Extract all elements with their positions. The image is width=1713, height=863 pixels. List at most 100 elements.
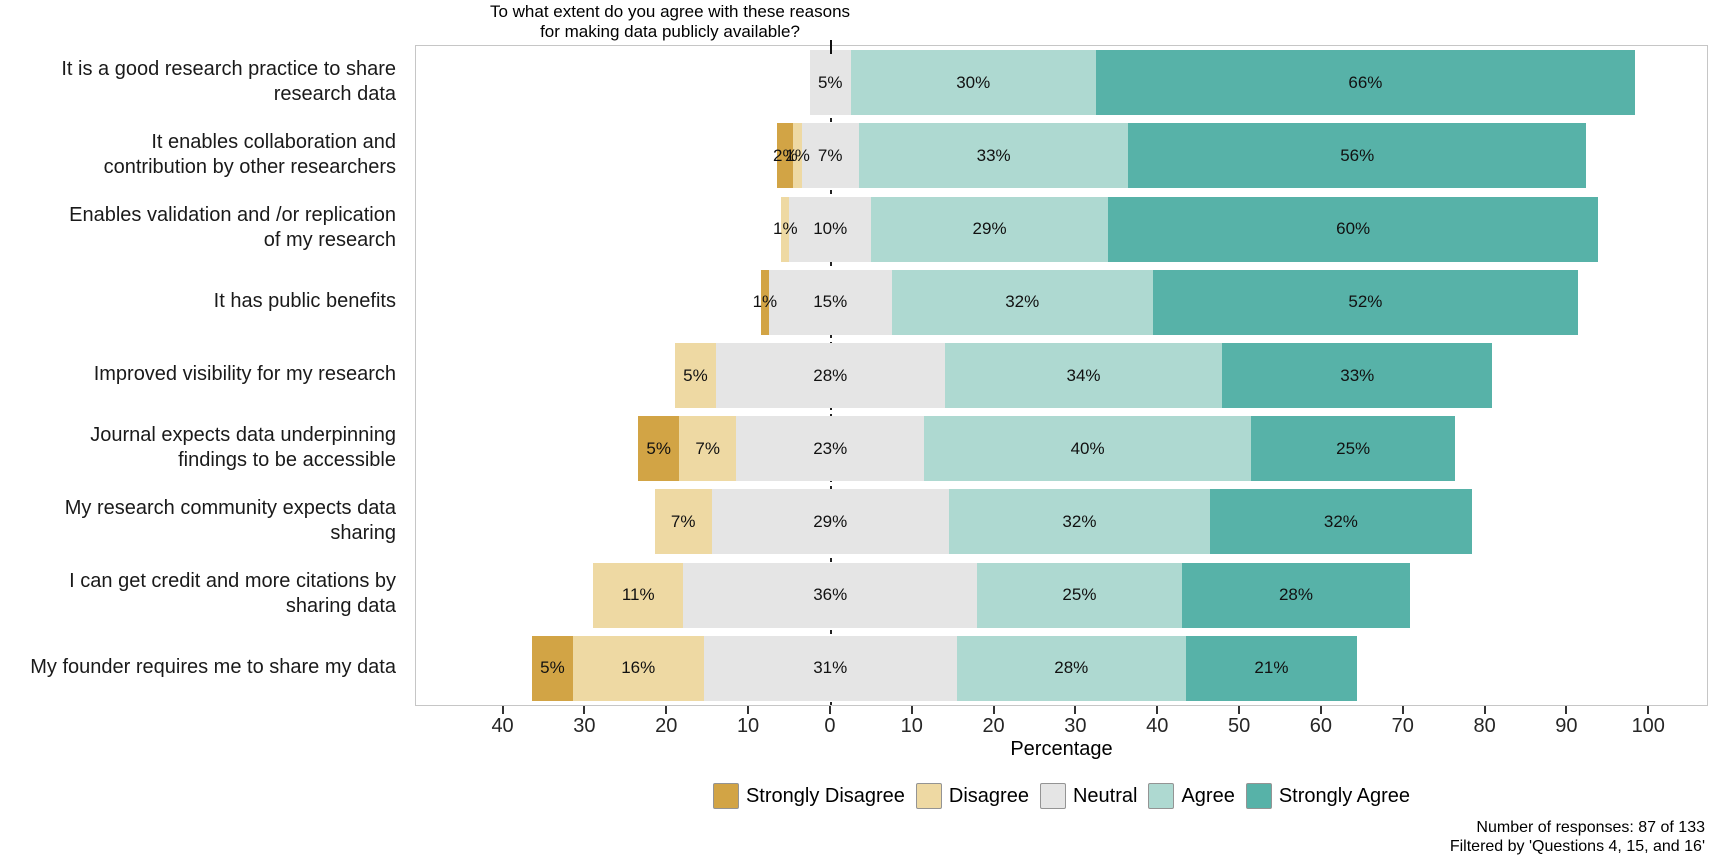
bar-row: 5% 28% 34% 33% bbox=[675, 343, 1493, 408]
bar-segment: 5% bbox=[675, 343, 716, 408]
x-axis-tick-label: 10 bbox=[736, 715, 760, 737]
category-label: I can get credit and more citations by sh… bbox=[0, 558, 405, 631]
bar-segment-label: 32% bbox=[1323, 511, 1358, 531]
x-axis-tick-label: 100 bbox=[1631, 715, 1665, 737]
bar-segment: 66% bbox=[1095, 50, 1636, 116]
bar-segment: 25% bbox=[1251, 416, 1456, 482]
bar-segment-label: 7% bbox=[817, 145, 843, 165]
bar-segment: 52% bbox=[1152, 269, 1578, 335]
bar-segment-label: 28% bbox=[1054, 658, 1089, 678]
bar-segment: 32% bbox=[948, 489, 1211, 555]
category-label-line: findings to be accessible bbox=[178, 448, 396, 471]
bar-segment: 60% bbox=[1108, 196, 1599, 262]
category-label-line: of my research bbox=[263, 229, 396, 252]
legend-label: Neutral bbox=[1072, 784, 1138, 807]
x-axis-tick bbox=[501, 706, 504, 714]
category-label: Journal expects data underpinning finding… bbox=[0, 411, 405, 484]
category-label: It is a good research practice to share r… bbox=[0, 45, 405, 118]
bar-segment-label: 7% bbox=[695, 438, 720, 458]
legend-swatch bbox=[915, 783, 942, 809]
bar-segment: 28% bbox=[1181, 562, 1411, 628]
bar-segment-label: 60% bbox=[1336, 219, 1371, 239]
bar-segment-label: 31% bbox=[813, 658, 848, 678]
legend-label: Strongly Agree bbox=[1278, 784, 1411, 807]
legend-item: Agree bbox=[1148, 783, 1235, 809]
bar-segment-label: 7% bbox=[670, 511, 696, 531]
bar-segment-label: 28% bbox=[1278, 585, 1313, 605]
bar-segment-label: 23% bbox=[813, 438, 848, 458]
x-axis-tick-label: 20 bbox=[655, 715, 678, 737]
bar-segment-label: 33% bbox=[976, 145, 1011, 165]
bar-segment-label: 10% bbox=[813, 219, 848, 239]
category-label: My founder requires me to share my data bbox=[0, 631, 405, 704]
category-label-line: sharing bbox=[330, 521, 396, 544]
x-axis-tick bbox=[665, 706, 668, 714]
bar-segment: 1% bbox=[785, 123, 810, 189]
legend-label: Disagree bbox=[948, 784, 1029, 807]
x-axis-tick-label: 90 bbox=[1555, 715, 1578, 737]
bar-segment-label: 36% bbox=[813, 585, 848, 605]
x-axis-tick-label: 20 bbox=[982, 715, 1005, 737]
legend-item: Neutral bbox=[1039, 783, 1138, 809]
category-label-line: It enables collaboration and bbox=[151, 130, 396, 153]
bar-segment-label: 16% bbox=[621, 658, 656, 678]
bar-segment: 32% bbox=[1210, 489, 1472, 555]
category-label: It enables collaboration and contribution… bbox=[0, 118, 405, 191]
x-axis-tick-label: 50 bbox=[1227, 715, 1251, 737]
legend: Strongly Disagree Disagree Neutral Agree Str… bbox=[415, 781, 1708, 811]
bar-row: 2% 1% 7% 33% 56% bbox=[773, 123, 1586, 189]
bar-row: 5% 30% 66% bbox=[809, 50, 1636, 116]
x-axis-tick-label: 30 bbox=[1064, 715, 1087, 737]
bar-row: 7% 29% 32% 32% bbox=[654, 489, 1472, 555]
category-label: My research community expects data sharin… bbox=[0, 484, 405, 557]
plot-panel: 5% 30% 66% 2% 1% 7% 33% 56% 1% 10% 29% 60% 1% 15% 32% 5… bbox=[415, 40, 1708, 706]
legend-swatch bbox=[1039, 783, 1066, 809]
bar-segment-label: 21% bbox=[1254, 658, 1289, 678]
zero-top-tick bbox=[830, 40, 833, 54]
bar-segment-label: 1% bbox=[785, 145, 810, 165]
x-axis-tick bbox=[828, 706, 831, 714]
legend-item: Strongly Disagree bbox=[712, 783, 905, 809]
bar-segment: 16% bbox=[572, 635, 704, 701]
bar-segment: 1% bbox=[753, 269, 777, 335]
x-axis-tick-label: 40 bbox=[491, 715, 514, 737]
category-label-line: Enables validation and /or replication bbox=[69, 204, 396, 227]
x-axis-tick-label: 80 bbox=[1473, 715, 1496, 737]
bar-segment: 56% bbox=[1128, 123, 1586, 189]
x-axis-tick-label: 0 bbox=[824, 715, 836, 737]
x-axis-tick bbox=[1565, 706, 1568, 714]
bar-row: 11% 36% 25% 28% bbox=[593, 562, 1411, 628]
bar-segment-label: 52% bbox=[1348, 292, 1383, 312]
bar-segment: 33% bbox=[1222, 343, 1493, 408]
category-labels-column: It is a good research practice to share r… bbox=[0, 45, 405, 705]
category-label-line: My research community expects data bbox=[64, 496, 396, 519]
legend-label: Strongly Disagree bbox=[745, 784, 905, 807]
x-axis-tick-label: 60 bbox=[1309, 715, 1333, 737]
bar-segment-label: 5% bbox=[540, 658, 565, 678]
bar-row: 5% 16% 31% 28% 21% bbox=[532, 635, 1358, 701]
bar-row: 1% 15% 32% 52% bbox=[753, 269, 1578, 335]
category-label-line: sharing data bbox=[285, 595, 396, 618]
bar-segment: 2% bbox=[773, 123, 798, 189]
bar-row: 5% 7% 23% 40% 25% bbox=[638, 416, 1456, 482]
bar-segment: 7% bbox=[654, 489, 712, 555]
bar-segment-label: 56% bbox=[1340, 145, 1375, 165]
bar-segment: 7% bbox=[801, 123, 859, 189]
legend-item: Disagree bbox=[915, 783, 1029, 809]
x-axis-tick bbox=[1319, 706, 1322, 714]
category-label: Enables validation and /or replication of… bbox=[0, 191, 405, 264]
bar-segment: 5% bbox=[809, 50, 851, 116]
chart-title-line1: To what extent do you agree with these r… bbox=[489, 2, 851, 21]
bar-segment: 29% bbox=[871, 196, 1109, 262]
category-label-line: I can get credit and more citations by bbox=[69, 570, 396, 593]
category-label-line: research data bbox=[273, 82, 396, 105]
bar-segment-label: 33% bbox=[1340, 365, 1375, 385]
bar-segment-label: 5% bbox=[646, 438, 671, 458]
category-label-line: It has public benefits bbox=[213, 289, 396, 312]
x-axis-tick-label: 70 bbox=[1391, 715, 1414, 737]
bar-segment-label: 32% bbox=[1005, 292, 1040, 312]
bar-segment-label: 40% bbox=[1070, 438, 1105, 458]
bar-segment: 7% bbox=[679, 416, 737, 482]
bar-segment-label: 11% bbox=[621, 585, 655, 605]
bar-segment: 29% bbox=[711, 489, 949, 555]
